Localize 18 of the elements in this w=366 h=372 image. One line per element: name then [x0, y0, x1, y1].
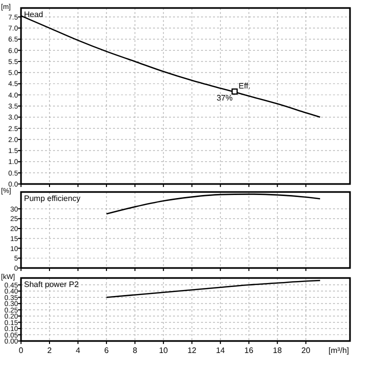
x-tick-label: 18 [272, 346, 282, 355]
x-tick-label: 12 [187, 346, 197, 355]
x-axis-title: [m³/h] [328, 346, 349, 355]
annotation: Eff. [238, 82, 250, 91]
x-tick-label: 10 [158, 346, 168, 355]
x-tick-label: 8 [132, 346, 138, 355]
x-tick-label: 20 [301, 346, 311, 355]
line-series [106, 194, 321, 215]
chart-title: Head [24, 10, 44, 19]
x-tick-label: 16 [244, 346, 254, 355]
chart-title: Shaft power P2 [24, 280, 80, 289]
x-tick-label: 2 [47, 346, 52, 355]
x-tick-label: 4 [76, 346, 81, 355]
chart-title: Pump efficiency [24, 194, 80, 203]
x-tick-label: 14 [216, 346, 226, 355]
annotation: 37% [216, 94, 233, 103]
line-series [106, 280, 321, 298]
x-tick-label: 6 [104, 346, 110, 355]
